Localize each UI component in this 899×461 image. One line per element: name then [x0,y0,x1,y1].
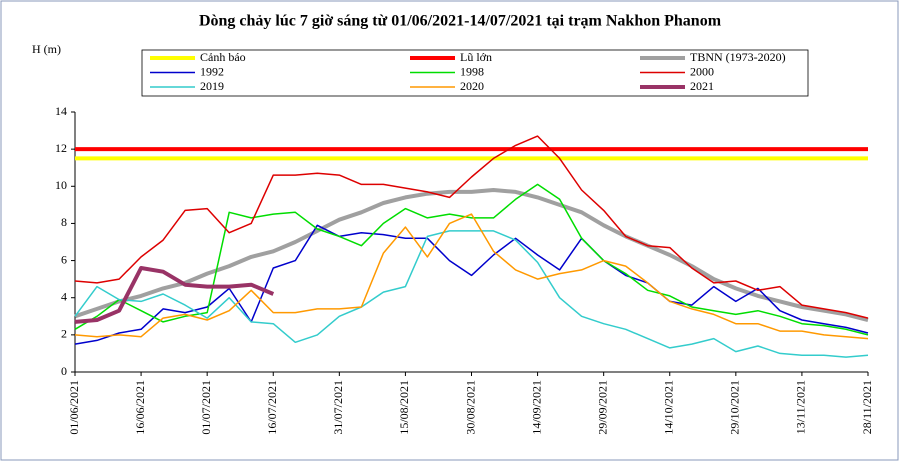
x-tick-label: 16/06/2021 [133,380,147,435]
x-tick-label: 30/08/2021 [463,380,477,435]
legend-label: 1998 [460,64,484,78]
chart-title: Dòng chảy lúc 7 giờ sáng từ 01/06/2021-1… [199,13,722,30]
x-tick-label: 01/07/2021 [199,380,213,435]
y-tick-label: 12 [55,141,67,155]
legend-label: 2021 [690,79,714,93]
x-tick-label: 15/08/2021 [397,380,411,435]
series-line [74,183,869,336]
x-tick-label: 29/09/2021 [595,380,609,435]
y-tick-label: 6 [61,252,67,266]
x-tick-label: 16/07/2021 [265,380,279,435]
x-tick-label: 01/06/2021 [67,380,81,435]
legend [141,49,809,97]
y-tick-label: 10 [55,178,67,192]
legend-label: 2020 [460,79,484,93]
x-tick-label: 31/07/2021 [331,380,345,435]
series-line [74,213,869,340]
x-tick-label: 14/09/2021 [529,380,543,435]
x-tick-label: 28/11/2021 [860,380,874,434]
series-line [74,188,869,322]
y-tick-label: 2 [61,327,67,341]
y-tick-label: 4 [61,289,67,303]
x-tick-label: 29/10/2021 [728,380,742,435]
x-tick-label: 13/11/2021 [794,380,808,434]
legend-label: 1992 [200,64,224,78]
y-axis-label: H (m) [32,42,61,56]
series-line [74,224,869,345]
series-line [74,135,869,319]
legend-label: Cảnh báo [200,50,246,64]
x-tick-label: 14/10/2021 [662,380,676,435]
y-tick-label: 8 [61,215,67,229]
legend-label: TBNN (1973-2020) [690,50,786,64]
y-tick-label: 14 [55,104,67,118]
y-tick-label: 0 [61,364,67,378]
legend-label: Lũ lớn [460,50,492,64]
series-line [74,266,275,324]
legend-label: 2000 [690,64,714,78]
legend-label: 2019 [200,79,224,93]
series-line [74,230,869,358]
